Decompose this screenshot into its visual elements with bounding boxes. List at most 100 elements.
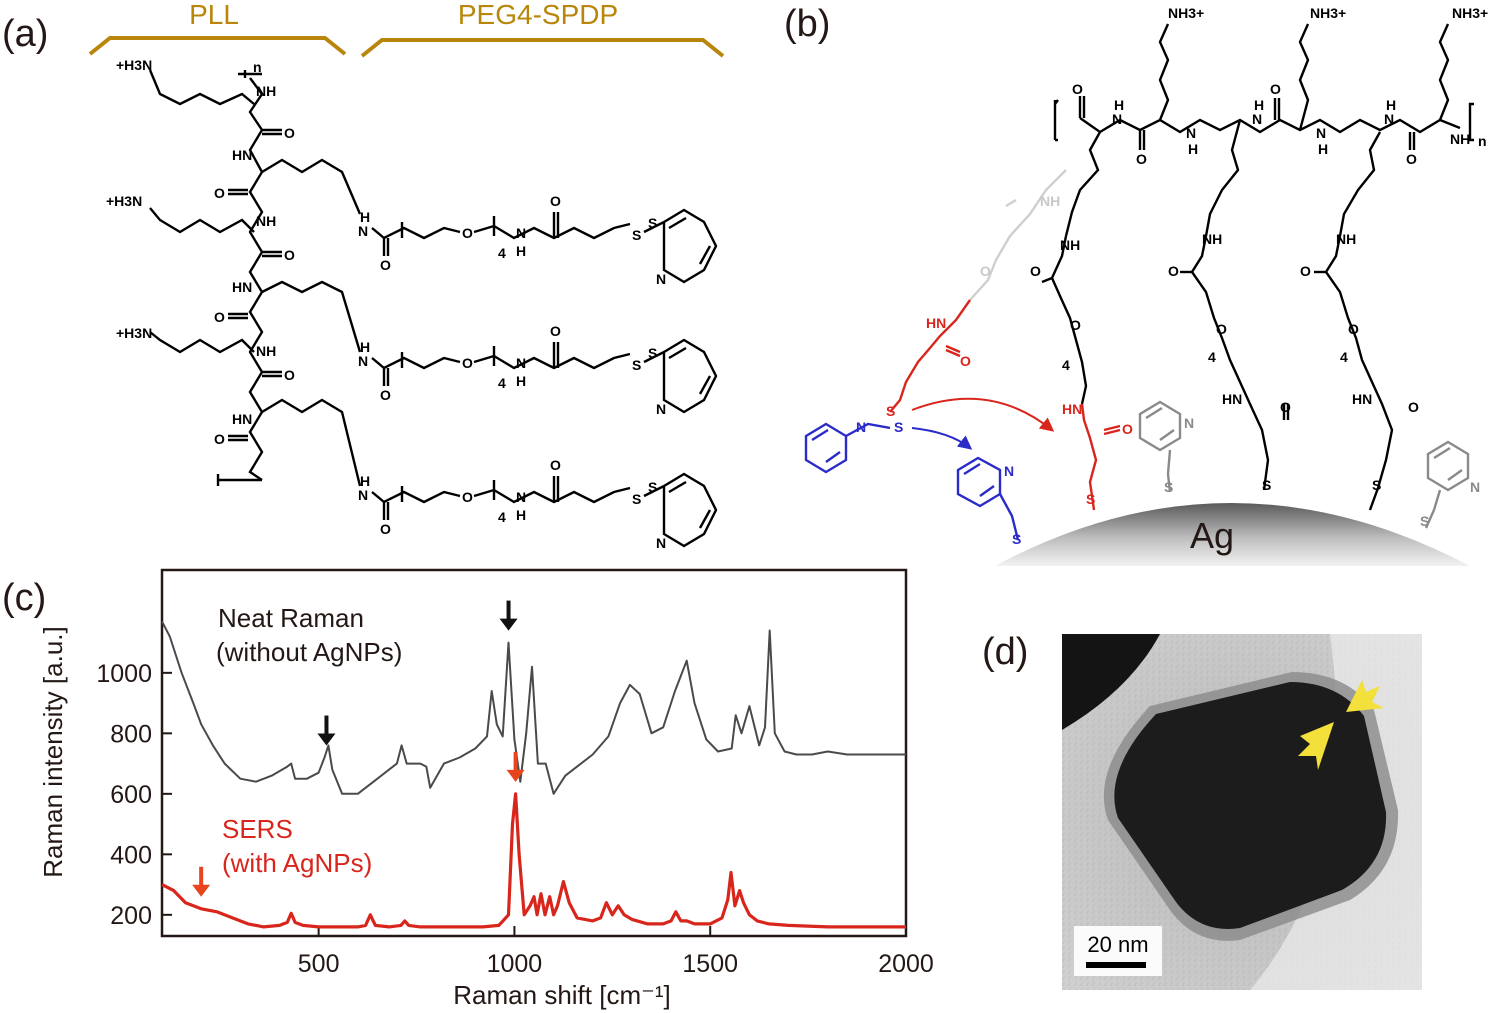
- grey-o-label: O: [980, 263, 991, 279]
- pll-bracket-label: PLL: [189, 0, 239, 30]
- axis-ticks: 500 1000 1500 2000 200 400 600 800 1000: [96, 660, 933, 978]
- shell-arrow-lower-icon: [1298, 722, 1334, 770]
- b-amide-n-3: N: [1252, 111, 1262, 127]
- blue-s-label-2: S: [1012, 531, 1021, 547]
- x-tick-label-500: 500: [298, 950, 340, 978]
- plot-frame: [160, 568, 908, 938]
- red-hn-label-2: HN: [1062, 401, 1082, 417]
- reaction-arrow-red: [911, 397, 1055, 432]
- arm2-ether-o: O: [462, 355, 473, 371]
- arm3-pyridine-n: N: [656, 535, 666, 551]
- pll-backbone-b: [1053, 23, 1474, 237]
- arm2-sulfur-1: S: [632, 357, 641, 373]
- shell-arrow-upper-icon: [1346, 680, 1384, 712]
- peak-arrow-4-icon: [506, 751, 525, 782]
- sers-annotation-line2: (with AgNPs): [222, 848, 372, 878]
- panel-d-label: (d): [982, 631, 1028, 673]
- carbonyl-label-5: O: [284, 367, 295, 383]
- red-linker-labels: HN O S HN O S: [886, 315, 1133, 507]
- arm2-peg-count: 4: [498, 375, 506, 391]
- red-linker: [889, 299, 1121, 511]
- peg4-spdp-bracket-label: PEG4-SPDP: [458, 0, 618, 30]
- arm2-carbonyl-o: O: [380, 387, 391, 403]
- nh-label-2: NH: [256, 213, 276, 229]
- arm3-sulfur-1: S: [632, 491, 641, 507]
- carbonyl-label-4: O: [214, 309, 225, 325]
- neat-raman-series-line: [161, 620, 906, 795]
- grey-pyridine-2: [1424, 440, 1470, 529]
- arm2-nh-h: H: [516, 373, 526, 389]
- arm1-nh-h: H: [516, 243, 526, 259]
- arm3-amide-h: H: [360, 473, 370, 489]
- amine-label-1: +H3N: [116, 57, 152, 73]
- blue-n-label: N: [856, 419, 866, 435]
- b-amide-n-1: N: [1112, 111, 1122, 127]
- ag-surface-label: Ag: [1190, 515, 1234, 556]
- arm2-carbonyl2-o: O: [550, 323, 561, 339]
- peg-arm-1: H N O O 4 N H O S S N: [358, 193, 718, 287]
- b-terminal-nh: NH: [1450, 131, 1470, 147]
- panel-a-label: (a): [2, 13, 48, 55]
- sers-series-line: [161, 792, 906, 929]
- panel-d: (d) 20 nm: [982, 631, 1422, 990]
- panel-a: (a) PLL PEG4-SPDP +H3N +H3N +H3N: [2, 0, 725, 551]
- arm-b3-nh: NH: [1336, 231, 1356, 247]
- b-carbonyl-2: O: [1136, 151, 1147, 167]
- y-tick-label-600: 600: [110, 781, 152, 809]
- peak-arrow-2-icon: [499, 600, 518, 631]
- unreacted-arm-grey: [969, 169, 1067, 301]
- ammonium-label-2: NH3+: [1310, 5, 1346, 21]
- arm3-ether-o: O: [462, 489, 473, 505]
- red-s-label-2: S: [1086, 491, 1095, 507]
- b-carbonyl-3: O: [1270, 81, 1281, 97]
- blue-pyridine-thiol: [804, 422, 1020, 541]
- hn-label-2: HN: [232, 279, 252, 295]
- blue-pyridine-labels: N S N S: [856, 419, 1021, 547]
- red-o-label-2: O: [1122, 421, 1133, 437]
- arm-b3-hn: HN: [1352, 391, 1372, 407]
- b-amide-h-2: H: [1188, 141, 1198, 157]
- b-amide-n-2: N: [1186, 125, 1196, 141]
- arm-b3-s: S: [1372, 477, 1381, 493]
- hn-label-3: HN: [232, 411, 252, 427]
- arm3-amide-n: N: [358, 487, 368, 503]
- arm1-amide-h: H: [360, 209, 370, 225]
- arm2-nh-n: N: [516, 355, 526, 371]
- arm-b3-o: O: [1300, 263, 1311, 279]
- backbone-atom-labels-b: NH3+ NH3+ NH3+ O O O O H N N H H N N H H…: [1072, 5, 1488, 167]
- x-tick-label-1500: 1500: [682, 950, 738, 978]
- b-amide-n-4: N: [1316, 125, 1326, 141]
- neat-annotation-line1: Neat Raman: [218, 603, 364, 633]
- arm-b1-o: O: [1030, 263, 1041, 279]
- plot-series: [161, 620, 906, 929]
- peak-arrow-1-icon: [317, 715, 336, 746]
- arm-b1-hn: NH: [1060, 237, 1080, 253]
- nh-label-1: NH: [256, 83, 276, 99]
- arm3-peg-count: 4: [498, 509, 506, 525]
- amine-label-3: +H3N: [116, 325, 152, 341]
- carbonyl-label-3: O: [284, 247, 295, 263]
- x-tick-label-2000: 2000: [878, 950, 934, 978]
- x-tick-label-1000: 1000: [487, 950, 543, 978]
- neat-annotation-line2: (without AgNPs): [216, 637, 402, 667]
- ag-nanoparticle-surface: [995, 503, 1470, 566]
- peg-arm-3: H N O O 4 N H O S S N: [358, 457, 718, 551]
- grey-n-label-2: N: [1470, 479, 1480, 495]
- arm-b2-carbonyl-o: O: [1280, 399, 1291, 415]
- bound-arm-1: [1041, 235, 1088, 405]
- bound-arm-3: [1314, 235, 1394, 511]
- red-s-label: S: [886, 403, 895, 419]
- arm1-ether-o: O: [462, 225, 473, 241]
- unreacted-arm-labels: NH O: [980, 193, 1060, 279]
- arm1-sulfur-2: S: [648, 215, 657, 231]
- arm3-nh-h: H: [516, 507, 526, 523]
- carbonyl-label-2: O: [214, 185, 225, 201]
- arm3-carbonyl-o: O: [380, 521, 391, 537]
- b-repeat-n: n: [1478, 133, 1487, 149]
- arm1-amide-n: N: [358, 223, 368, 239]
- arm1-pyridine-n: N: [656, 271, 666, 287]
- y-tick-label-1000: 1000: [96, 660, 152, 688]
- peg4-spdp-bracket: [360, 38, 725, 58]
- arm2-pyridine-n: N: [656, 401, 666, 417]
- b-amide-h-4: H: [1318, 141, 1328, 157]
